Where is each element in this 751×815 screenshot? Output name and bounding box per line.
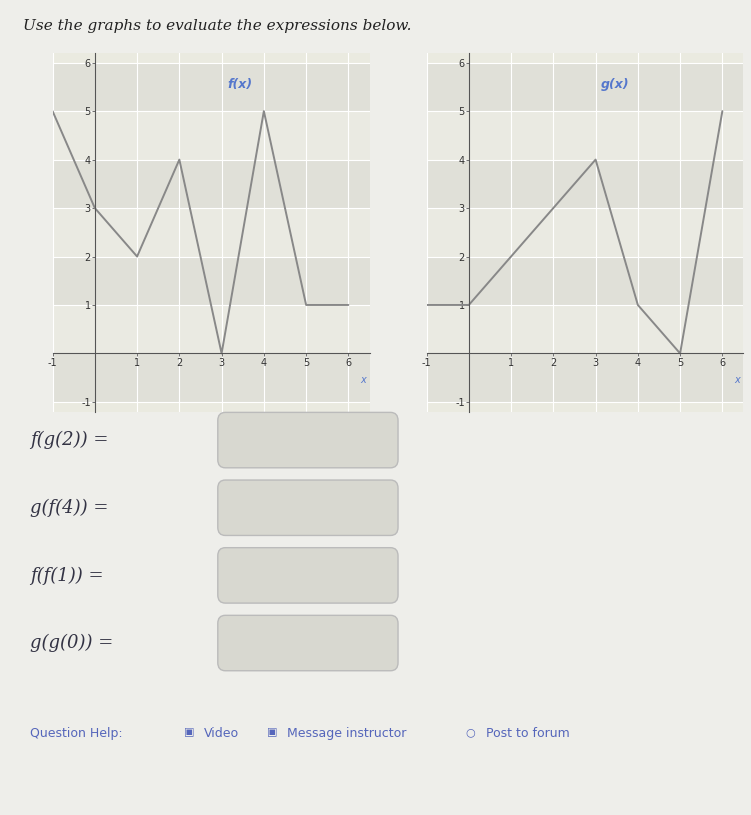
Text: x: x <box>360 375 366 385</box>
Bar <box>53 63 369 111</box>
Text: Message instructor: Message instructor <box>287 727 406 740</box>
Bar <box>427 160 743 208</box>
Bar <box>427 208 743 257</box>
Bar <box>53 257 369 305</box>
Bar <box>427 354 743 402</box>
Text: g(f(4)) =: g(f(4)) = <box>30 499 109 517</box>
Text: ▣: ▣ <box>267 727 277 737</box>
Text: f(x): f(x) <box>227 78 252 91</box>
Text: Question Help:: Question Help: <box>30 727 122 740</box>
Bar <box>53 208 369 257</box>
Bar <box>427 257 743 305</box>
Bar <box>53 305 369 354</box>
Text: Video: Video <box>204 727 240 740</box>
Text: ▣: ▣ <box>184 727 195 737</box>
Text: g(g(0)) =: g(g(0)) = <box>30 634 113 652</box>
Bar <box>427 63 743 111</box>
Text: x: x <box>734 375 740 385</box>
Bar <box>53 354 369 402</box>
Bar <box>53 160 369 208</box>
Text: Post to forum: Post to forum <box>486 727 570 740</box>
Text: f(g(2)) =: f(g(2)) = <box>30 431 109 449</box>
Bar <box>427 305 743 354</box>
Bar <box>427 111 743 160</box>
Bar <box>53 111 369 160</box>
Text: Use the graphs to evaluate the expressions below.: Use the graphs to evaluate the expressio… <box>23 19 411 33</box>
Text: ○: ○ <box>466 727 475 737</box>
Text: g(x): g(x) <box>601 78 629 91</box>
Text: f(f(1)) =: f(f(1)) = <box>30 566 104 584</box>
